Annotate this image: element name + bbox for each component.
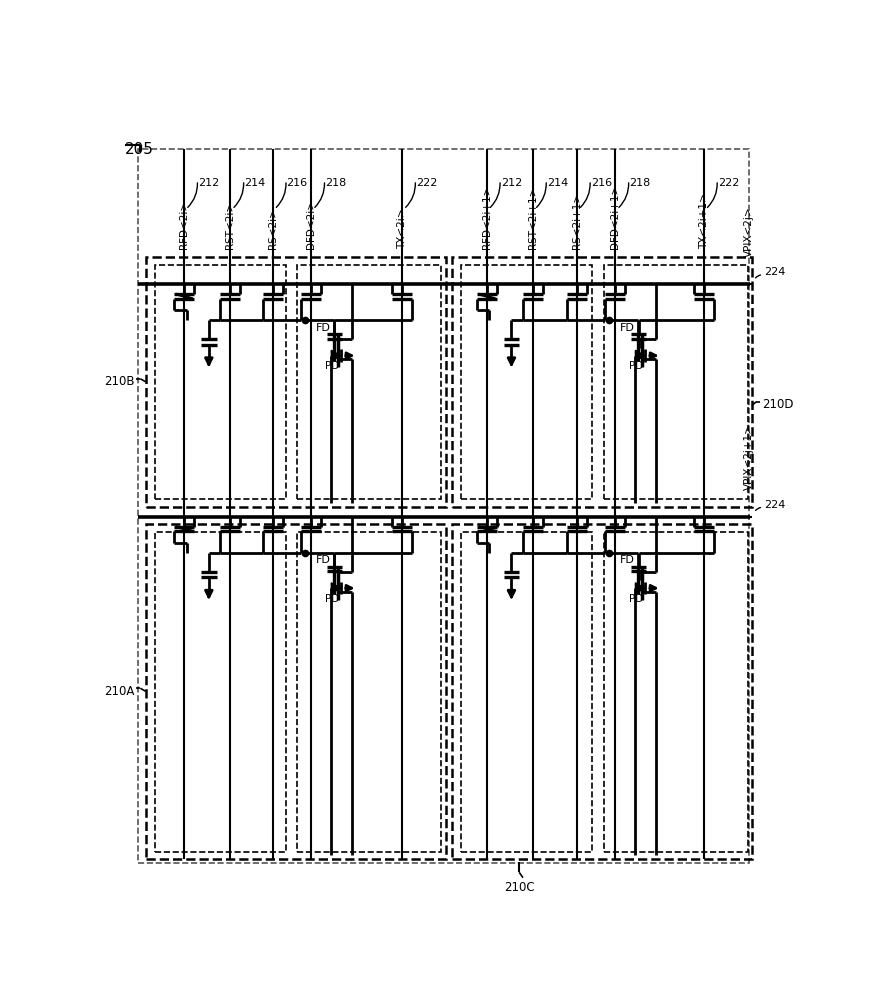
Text: RST<2i>: RST<2i>: [226, 202, 235, 249]
Text: RST<2i+1>: RST<2i+1>: [528, 187, 538, 249]
Text: RS<2i+1>: RS<2i+1>: [572, 193, 582, 249]
Text: RS<2i>: RS<2i>: [267, 208, 278, 249]
Text: 210C: 210C: [503, 881, 535, 894]
Text: VPIX<2j+1>: VPIX<2j+1>: [744, 424, 753, 490]
Bar: [297, 265, 442, 499]
Bar: [297, 532, 442, 852]
Text: FD: FD: [620, 555, 635, 565]
Text: DFD<2i>: DFD<2i>: [307, 200, 316, 249]
Polygon shape: [331, 350, 341, 361]
Text: 212: 212: [198, 178, 219, 188]
Text: VPIX<2j>: VPIX<2j>: [744, 206, 753, 257]
Text: PD: PD: [629, 361, 644, 371]
Text: 222: 222: [416, 178, 437, 188]
Text: 205: 205: [125, 142, 154, 157]
Text: TX<2i>: TX<2i>: [397, 209, 407, 249]
Text: PD: PD: [629, 594, 644, 604]
Text: 218: 218: [325, 178, 347, 188]
Polygon shape: [636, 583, 645, 594]
Text: 224: 224: [764, 267, 786, 277]
Text: PD: PD: [325, 361, 340, 371]
Text: PD: PD: [325, 594, 340, 604]
Text: DFD<2i+1>: DFD<2i+1>: [611, 185, 620, 249]
Text: 222: 222: [718, 178, 739, 188]
Text: 224: 224: [764, 500, 786, 510]
Text: 214: 214: [547, 178, 568, 188]
Bar: [462, 532, 592, 852]
Bar: [452, 257, 753, 507]
Text: TX<2i+1>: TX<2i+1>: [699, 194, 709, 249]
Bar: [452, 524, 753, 859]
Text: FD: FD: [316, 323, 331, 333]
Polygon shape: [331, 583, 341, 594]
Text: RFD<2i>: RFD<2i>: [179, 201, 189, 249]
Bar: [604, 532, 748, 852]
Polygon shape: [636, 350, 645, 361]
Bar: [604, 265, 748, 499]
Text: 216: 216: [591, 178, 612, 188]
Text: 218: 218: [629, 178, 651, 188]
Text: FD: FD: [316, 555, 331, 565]
Bar: [462, 265, 592, 499]
Text: 210D: 210D: [762, 398, 793, 411]
Bar: [155, 265, 286, 499]
Bar: [155, 532, 286, 852]
Text: FD: FD: [620, 323, 635, 333]
Text: 216: 216: [287, 178, 307, 188]
Bar: [145, 257, 446, 507]
Bar: [145, 524, 446, 859]
Text: 210B: 210B: [104, 375, 134, 388]
Text: 210A: 210A: [104, 685, 134, 698]
Text: 212: 212: [501, 178, 522, 188]
Text: RFD<2i+1>: RFD<2i+1>: [482, 186, 492, 249]
Text: 214: 214: [244, 178, 266, 188]
